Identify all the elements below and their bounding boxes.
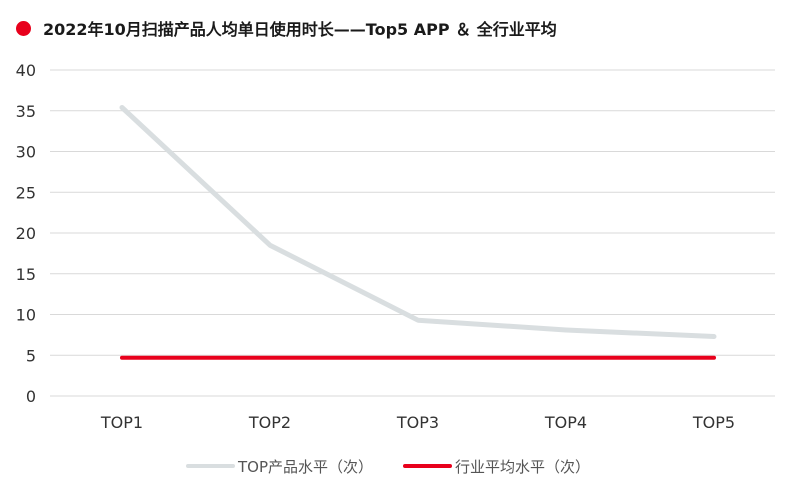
data-point <box>564 356 568 360</box>
title-bullet-icon <box>16 20 31 36</box>
y-tick-label: 20 <box>16 224 36 243</box>
data-point <box>416 356 420 360</box>
series-line-1 <box>119 104 717 340</box>
chart-title: 2022年10月扫描产品人均单日使用时长——Top5 APP ＆ 全行业平均 <box>43 20 557 39</box>
x-tick-label: TOP2 <box>248 413 291 432</box>
data-point <box>268 356 272 360</box>
legend: TOP产品水平（次） 行业平均水平（次） <box>186 458 590 476</box>
chart-title-row: 2022年10月扫描产品人均单日使用时长——Top5 APP ＆ 全行业平均 <box>16 14 557 42</box>
y-tick-label: 10 <box>16 306 36 325</box>
data-point <box>268 243 272 247</box>
x-tick-label: TOP4 <box>544 413 587 432</box>
x-tick-label: TOP1 <box>100 413 143 432</box>
legend-label: TOP产品水平（次） <box>237 458 373 476</box>
data-point <box>416 318 420 322</box>
y-tick-label: 25 <box>16 183 36 202</box>
y-tick-label: 5 <box>26 346 36 365</box>
y-tick-label: 0 <box>26 387 36 406</box>
x-tick-label: TOP3 <box>396 413 439 432</box>
legend-label: 行业平均水平（次） <box>455 458 590 476</box>
data-point <box>564 328 568 332</box>
data-point <box>712 356 716 360</box>
y-axis-ticks: 0 5 10 15 20 25 30 35 40 <box>16 61 36 406</box>
y-tick-label: 40 <box>16 61 36 80</box>
grid-lines <box>50 69 775 397</box>
data-point <box>712 335 716 339</box>
data-point <box>120 105 124 109</box>
data-point <box>120 356 124 360</box>
x-axis-ticks: TOP1 TOP2 TOP3 TOP4 TOP5 <box>100 413 735 432</box>
series-lines <box>119 104 717 360</box>
y-tick-label: 30 <box>16 143 36 162</box>
y-tick-label: 35 <box>16 102 36 121</box>
y-tick-label: 15 <box>16 265 36 284</box>
x-tick-label: TOP5 <box>692 413 735 432</box>
